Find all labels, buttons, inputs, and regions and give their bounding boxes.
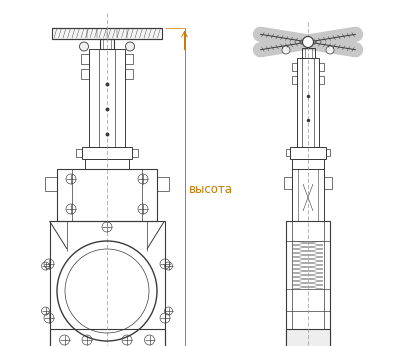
- Bar: [76, 149, 82, 157]
- Circle shape: [126, 42, 134, 51]
- Bar: [319, 75, 324, 83]
- Bar: [292, 159, 324, 169]
- Bar: [290, 147, 326, 159]
- Bar: [52, 27, 162, 38]
- Bar: [81, 54, 89, 64]
- Bar: [50, 221, 164, 346]
- Circle shape: [80, 42, 88, 51]
- Bar: [132, 149, 138, 157]
- Bar: [82, 147, 132, 159]
- Bar: [157, 177, 169, 191]
- Bar: [286, 329, 330, 346]
- Bar: [297, 57, 319, 147]
- Bar: [100, 38, 114, 48]
- Bar: [50, 329, 164, 346]
- Bar: [89, 48, 125, 147]
- Bar: [286, 149, 290, 156]
- Bar: [284, 177, 292, 189]
- Circle shape: [282, 46, 290, 54]
- Circle shape: [302, 36, 314, 47]
- Bar: [85, 159, 129, 169]
- Bar: [125, 54, 133, 64]
- Text: высота: высота: [188, 183, 232, 196]
- Bar: [57, 169, 157, 221]
- Bar: [45, 177, 57, 191]
- Bar: [319, 63, 324, 71]
- Bar: [326, 149, 330, 156]
- Bar: [292, 75, 297, 83]
- Bar: [125, 69, 133, 79]
- Bar: [292, 63, 297, 71]
- Bar: [286, 221, 330, 346]
- Circle shape: [326, 46, 334, 54]
- Bar: [292, 169, 324, 221]
- Bar: [81, 69, 89, 79]
- Bar: [324, 177, 332, 189]
- Bar: [302, 47, 314, 57]
